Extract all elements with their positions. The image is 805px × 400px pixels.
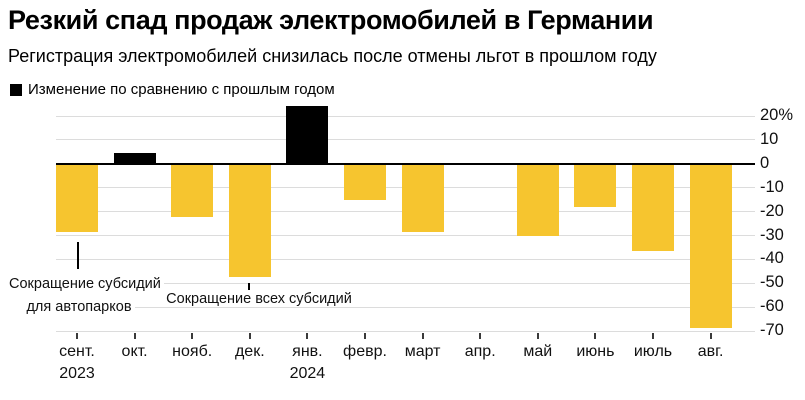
x-tick: [652, 333, 654, 339]
x-tick-label: март: [404, 343, 441, 360]
x-tick-label: сент.: [59, 343, 95, 360]
plot-area: Сокращение субсидий для автопарков Сокра…: [6, 100, 793, 390]
bar-сент: [56, 163, 98, 232]
x-tick-label: июнь: [576, 343, 615, 360]
bar-май: [516, 163, 559, 237]
bar-нояб: [171, 163, 214, 218]
annotation-text: Сокращение субсидий: [6, 276, 164, 292]
bar-янв: [286, 106, 329, 164]
annotation-all-subsidies: Сокращение всех субсидий: [158, 291, 360, 307]
bar-март: [401, 163, 444, 233]
x-tick: [709, 333, 712, 339]
x-tick-label: май: [523, 343, 553, 360]
legend: Изменение по сравнению с прошлым годом: [10, 81, 335, 98]
page-title: Резкий спад продаж электромобилей в Герм…: [8, 5, 654, 35]
y-tick-label: 0: [760, 153, 770, 172]
annotation-leader-line-all: [248, 283, 250, 290]
legend-swatch-icon: [10, 83, 22, 96]
y-tick-label: -30: [760, 225, 784, 244]
annotation-fleet-subsidies-line2: для автопарков: [6, 299, 152, 315]
x-tick-label: окт.: [121, 343, 148, 360]
x-tick: [364, 333, 366, 339]
x-tick: [421, 333, 424, 339]
x-tick: [594, 333, 597, 339]
y-tick-label: -50: [760, 273, 784, 292]
x-tick: [479, 333, 482, 339]
y-tick-label: 20%: [760, 106, 794, 124]
x-tick-label: янв.: [292, 343, 323, 360]
bar-авг: [689, 163, 732, 328]
annotation-text: Сокращение всех субсидий: [163, 291, 355, 307]
year-label: 2023: [59, 365, 95, 382]
x-tick-label: дек.: [234, 343, 265, 360]
y-tick-label: -10: [760, 177, 784, 196]
x-tick: [248, 333, 251, 339]
x-tick: [76, 333, 78, 339]
year-label: 2024: [289, 365, 326, 382]
y-tick-label: 10: [760, 129, 779, 148]
gridline: [56, 282, 755, 284]
gridline: [56, 306, 755, 308]
y-tick-label: -70: [760, 321, 784, 340]
y-tick-label: -20: [760, 201, 784, 220]
x-tick: [306, 333, 309, 339]
chart-subtitle: Регистрация электромобилей снизилась пос…: [8, 46, 657, 66]
bar-дек: [228, 163, 271, 278]
gridline: [56, 258, 755, 260]
gridline: [56, 139, 755, 141]
x-tick: [191, 333, 194, 339]
gridline: [56, 115, 755, 117]
x-tick-label: апр.: [464, 343, 496, 360]
bar-июль: [632, 163, 674, 252]
annotation-leader-line-fleet: [77, 242, 79, 269]
zero-line: [56, 163, 755, 166]
x-tick-label: нояб.: [172, 343, 213, 360]
x-tick-label: февр.: [343, 343, 387, 360]
bar-июнь: [574, 163, 617, 207]
gridline: [56, 235, 755, 236]
y-tick-label: -40: [760, 249, 784, 268]
x-tick-label: июль: [633, 343, 673, 360]
annotation-text: для автопарков: [23, 299, 135, 315]
bar-февр: [344, 163, 386, 201]
legend-label: Изменение по сравнению с прошлым годом: [28, 81, 335, 98]
y-tick-label: -60: [760, 297, 784, 316]
x-tick: [536, 333, 539, 339]
gridline: [56, 330, 755, 332]
annotation-fleet-subsidies-line1: Сокращение субсидий: [6, 276, 164, 292]
x-tick: [133, 333, 136, 339]
bar-окт: [113, 153, 156, 164]
x-tick-label: авг.: [697, 343, 724, 360]
